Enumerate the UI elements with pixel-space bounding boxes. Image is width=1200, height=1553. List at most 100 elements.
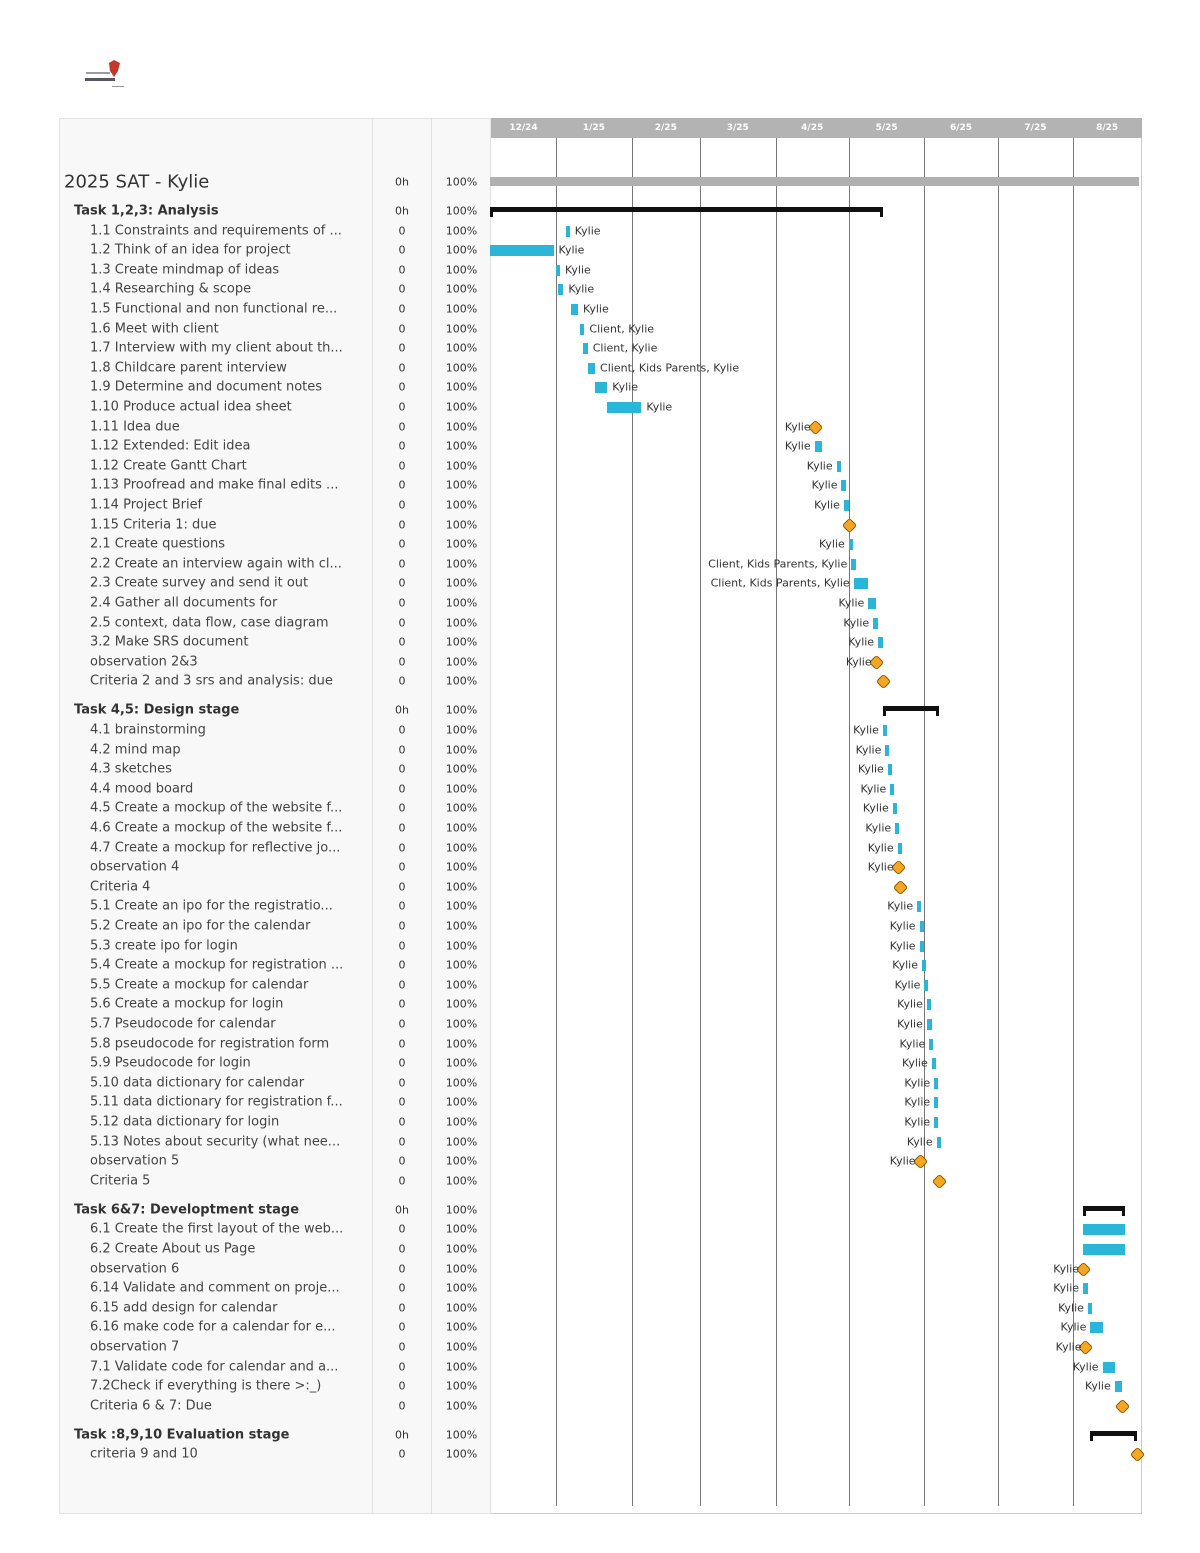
task-name[interactable]: 2.4 Gather all documents for [90, 595, 278, 611]
task-name[interactable]: 5.8 pseudocode for registration form [90, 1036, 330, 1052]
task-name[interactable]: 1.8 Childcare parent interview [90, 360, 287, 376]
group-name[interactable]: Task 6&7: Developtment stage [74, 1202, 300, 1218]
group-name[interactable]: Task 4,5: Design stage [74, 702, 240, 718]
group-name[interactable]: Task 1,2,3: Analysis [74, 203, 219, 219]
task-bar[interactable] [887, 764, 892, 776]
task-name[interactable]: 2.5 context, data flow, case diagram [90, 615, 329, 631]
task-name[interactable]: 5.13 Notes about security (what nee... [90, 1134, 341, 1150]
task-name[interactable]: 2.1 Create questions [90, 536, 226, 552]
task-name[interactable]: 4.2 mind map [90, 742, 181, 758]
task-name[interactable]: observation 5 [90, 1153, 180, 1169]
task-bar[interactable] [848, 539, 853, 551]
task-name[interactable]: 1.4 Researching & scope [90, 281, 252, 297]
task-name[interactable]: 6.16 make code for a calendar for e... [90, 1319, 336, 1335]
task-name[interactable]: 5.11 data dictionary for registration f.… [90, 1094, 343, 1110]
task-bar[interactable] [1090, 1322, 1103, 1334]
task-bar[interactable] [926, 999, 931, 1011]
task-bar[interactable] [895, 823, 900, 834]
task-name[interactable]: 4.1 brainstorming [90, 722, 206, 738]
task-name[interactable]: 1.13 Proofread and make final edits ... [90, 477, 339, 493]
task-name[interactable]: 5.6 Create a mockup for login [90, 996, 284, 1012]
task-bar[interactable] [1083, 1224, 1125, 1236]
task-name[interactable]: 4.5 Create a mockup of the website f... [90, 800, 343, 816]
task-bar[interactable] [556, 264, 560, 276]
task-bar[interactable] [926, 1019, 932, 1030]
task-name[interactable]: 4.7 Create a mockup for reflective jo... [90, 840, 341, 856]
task-name[interactable]: observation 6 [90, 1261, 180, 1277]
task-name[interactable]: 5.10 data dictionary for calendar [90, 1075, 305, 1091]
task-name[interactable]: 2.3 Create survey and send it out [90, 575, 309, 591]
task-bar[interactable] [558, 284, 564, 296]
task-name[interactable]: 3.2 Make SRS document [90, 634, 249, 650]
task-bar[interactable] [897, 842, 902, 854]
task-name[interactable]: 1.3 Create mindmap of ideas [90, 262, 280, 278]
group-name[interactable]: Task :8,9,10 Evaluation stage [74, 1427, 290, 1443]
task-name[interactable]: 5.12 data dictionary for login [90, 1114, 280, 1130]
task-name[interactable]: 1.1 Constraints and requirements of ... [90, 223, 342, 239]
task-name[interactable]: 5.2 Create an ipo for the calendar [90, 918, 311, 934]
task-bar[interactable] [595, 382, 608, 394]
task-bar[interactable] [582, 343, 588, 355]
task-name[interactable]: 5.7 Pseudocode for calendar [90, 1016, 276, 1032]
task-bar[interactable] [892, 803, 897, 815]
task-bar[interactable] [836, 460, 841, 472]
task-bar[interactable] [843, 500, 849, 511]
task-name[interactable]: 4.6 Create a mockup of the website f... [90, 820, 343, 836]
task-bar[interactable] [841, 480, 847, 492]
task-bar[interactable] [929, 1038, 934, 1050]
task-bar[interactable] [936, 1136, 941, 1148]
task-name[interactable]: 2.2 Create an interview again with cl... [90, 556, 342, 572]
task-bar[interactable] [1083, 1283, 1088, 1295]
task-name[interactable]: 1.11 Idea due [90, 419, 180, 435]
task-bar[interactable] [580, 323, 585, 335]
task-bar[interactable] [1102, 1361, 1115, 1373]
project-title[interactable]: 2025 SAT - Kylie [64, 171, 210, 193]
task-bar[interactable] [868, 598, 876, 609]
task-bar[interactable] [890, 783, 895, 795]
task-bar[interactable] [934, 1077, 939, 1089]
task-name[interactable]: 1.6 Meet with client [90, 321, 219, 337]
task-bar[interactable] [607, 402, 642, 413]
task-bar[interactable] [873, 617, 879, 629]
task-name[interactable]: observation 4 [90, 859, 180, 875]
task-name[interactable]: 5.3 create ipo for login [90, 938, 238, 954]
task-name[interactable]: 7.1 Validate code for calendar and a... [90, 1359, 339, 1375]
task-bar[interactable] [919, 921, 924, 932]
task-bar[interactable] [934, 1117, 939, 1128]
task-bar[interactable] [1114, 1381, 1123, 1393]
task-bar[interactable] [490, 245, 554, 257]
task-name[interactable]: Criteria 4 [90, 879, 151, 895]
task-bar[interactable] [885, 744, 890, 756]
task-name[interactable]: 6.14 Validate and comment on proje... [90, 1280, 340, 1296]
task-name[interactable]: 6.15 add design for calendar [90, 1300, 278, 1316]
task-bar[interactable] [565, 225, 570, 237]
task-name[interactable]: 4.3 sketches [90, 761, 172, 777]
task-name[interactable]: 6.1 Create the first layout of the web..… [90, 1221, 344, 1237]
task-bar[interactable] [1083, 1244, 1125, 1255]
task-bar[interactable] [851, 558, 857, 570]
task-name[interactable]: 1.9 Determine and document notes [90, 379, 323, 395]
task-name[interactable]: observation 2&3 [90, 654, 198, 670]
task-name[interactable]: 1.10 Produce actual idea sheet [90, 399, 292, 415]
task-bar[interactable] [882, 725, 887, 736]
task-bar[interactable] [570, 304, 578, 315]
task-bar[interactable] [1087, 1302, 1092, 1314]
task-name[interactable]: Criteria 2 and 3 srs and analysis: due [90, 673, 333, 689]
task-name[interactable]: 1.15 Criteria 1: due [90, 517, 217, 533]
task-name[interactable]: observation 7 [90, 1339, 180, 1355]
task-name[interactable]: 1.12 Create Gantt Chart [90, 458, 247, 474]
task-name[interactable]: criteria 9 and 10 [90, 1446, 198, 1462]
task-name[interactable]: Criteria 6 & 7: Due [90, 1398, 212, 1414]
task-bar[interactable] [853, 578, 869, 590]
task-name[interactable]: 5.9 Pseudocode for login [90, 1055, 251, 1071]
task-name[interactable]: 1.12 Extended: Edit idea [90, 438, 251, 454]
task-name[interactable]: 7.2Check if everything is there >:_) [90, 1378, 322, 1394]
task-bar[interactable] [917, 901, 922, 913]
task-bar[interactable] [814, 441, 822, 453]
task-name[interactable]: Criteria 5 [90, 1173, 151, 1189]
task-bar[interactable] [922, 960, 926, 972]
task-bar[interactable] [934, 1097, 939, 1109]
task-name[interactable]: 5.1 Create an ipo for the registratio... [90, 898, 333, 914]
task-name[interactable]: 1.7 Interview with my client about th... [90, 340, 343, 356]
task-name[interactable]: 1.2 Think of an idea for project [90, 242, 291, 258]
